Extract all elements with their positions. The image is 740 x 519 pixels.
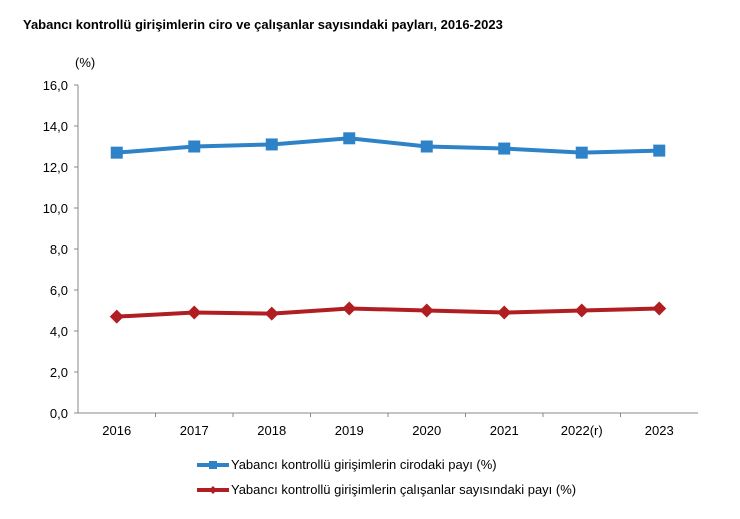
data-point	[188, 140, 201, 153]
data-point	[187, 305, 202, 320]
y-tick-label: 6,0	[50, 283, 68, 298]
data-point	[653, 144, 666, 157]
y-tick-label: 2,0	[50, 365, 68, 380]
legend-label: Yabancı kontrollü girişimlerin çalışanla…	[231, 482, 577, 497]
legend-item-calisan: Yabancı kontrollü girişimlerin çalışanla…	[197, 482, 576, 497]
series-line-0	[116, 136, 660, 155]
data-point	[110, 146, 123, 159]
y-axis-label: (%)	[75, 55, 95, 70]
y-tick-label: 0,0	[50, 406, 68, 421]
y-tick-label: 10,0	[43, 201, 68, 216]
data-point	[343, 132, 356, 145]
y-tick-label: 8,0	[50, 242, 68, 257]
y-tick-label: 4,0	[50, 324, 68, 339]
x-tick-label: 2023	[645, 423, 674, 438]
data-point	[265, 138, 278, 151]
data-point	[419, 303, 434, 318]
data-point	[498, 142, 511, 155]
data-point	[109, 309, 124, 324]
data-point	[420, 140, 433, 153]
data-point	[652, 301, 667, 316]
legend-label: Yabancı kontrollü girişimlerin cirodaki …	[231, 457, 497, 472]
chart-title: Yabancı kontrollü girişimlerin ciro ve ç…	[23, 17, 503, 32]
x-tick-label: 2019	[335, 423, 364, 438]
x-tick-label: 2022(r)	[561, 423, 603, 438]
y-tick-label: 14,0	[43, 119, 68, 134]
y-tick-label: 12,0	[43, 160, 68, 175]
x-tick-label: 2018	[257, 423, 286, 438]
legend-marker-square-icon	[197, 460, 229, 469]
data-point	[575, 146, 588, 159]
x-tick-label: 2020	[412, 423, 441, 438]
y-tick-label: 16,0	[43, 78, 68, 93]
legend-marker-diamond-icon	[197, 485, 229, 494]
series-line-1	[116, 306, 660, 319]
data-point	[574, 303, 589, 318]
data-point	[497, 305, 512, 320]
x-tick-label: 2021	[490, 423, 519, 438]
legend-item-ciro: Yabancı kontrollü girişimlerin cirodaki …	[197, 457, 497, 472]
x-tick-label: 2016	[102, 423, 131, 438]
data-point	[264, 306, 279, 321]
data-point	[342, 301, 357, 316]
x-tick-label: 2017	[180, 423, 209, 438]
